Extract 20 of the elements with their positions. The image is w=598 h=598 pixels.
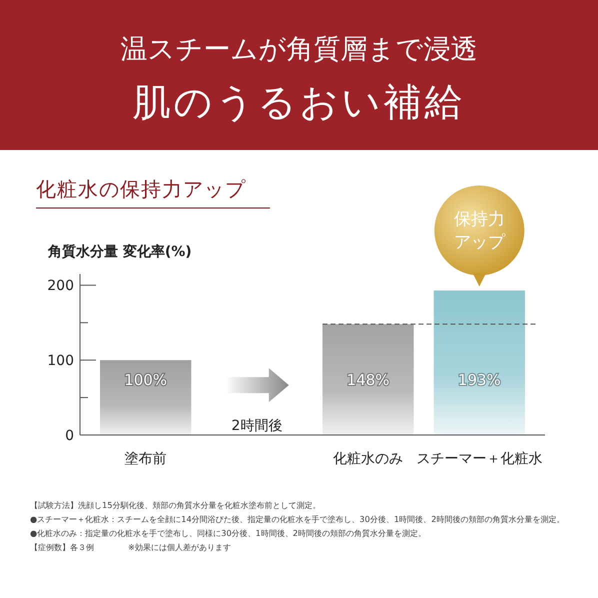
annotation: 保持力アップ (454, 209, 506, 252)
text: ※効果には個人差があります (128, 542, 231, 552)
x-tick-label: 塗布前 (124, 451, 167, 467)
text: ●化粧水のみ：指定量の化粧水を手で塗布し、同様に30分後、1時間後、2時間後の頬部の角質水分量を測定。 (30, 528, 426, 538)
text: 【症例数】各３例 (30, 542, 94, 552)
y-tick-label: 200 (47, 278, 74, 294)
text: ●スチーマー＋化粧水：スチームを全顔に14分間浴びた後、指定量の化粧水を手で塗布し、30分後、1時間後、2時間後の頬部の角質水分量を測定。 (30, 514, 564, 524)
chart-title: 温スチームが角質層まで浸透 (120, 34, 478, 65)
data-label: 100% (124, 371, 168, 390)
x-tick-label: スチーマー＋化粧水 (416, 451, 542, 467)
y-tick-label: 0 (65, 428, 74, 444)
annotation: 2時間後 (231, 418, 282, 434)
text: 化粧水の保持力アップ (36, 177, 246, 201)
y-axis-title: 角質水分量 変化率(%) (47, 243, 192, 260)
data-label: 193% (458, 371, 501, 390)
y-tick-label: 100 (47, 353, 74, 370)
text: 【試験方法】洗顔し15分馴化後、頬部の角質水分量を化粧水塗布前として測定。 (30, 500, 320, 510)
chart-subtitle: 肌のうるおい補給 (132, 80, 466, 124)
data-label: 148% (346, 371, 390, 390)
x-tick-label: 化粧水のみ (333, 451, 404, 467)
